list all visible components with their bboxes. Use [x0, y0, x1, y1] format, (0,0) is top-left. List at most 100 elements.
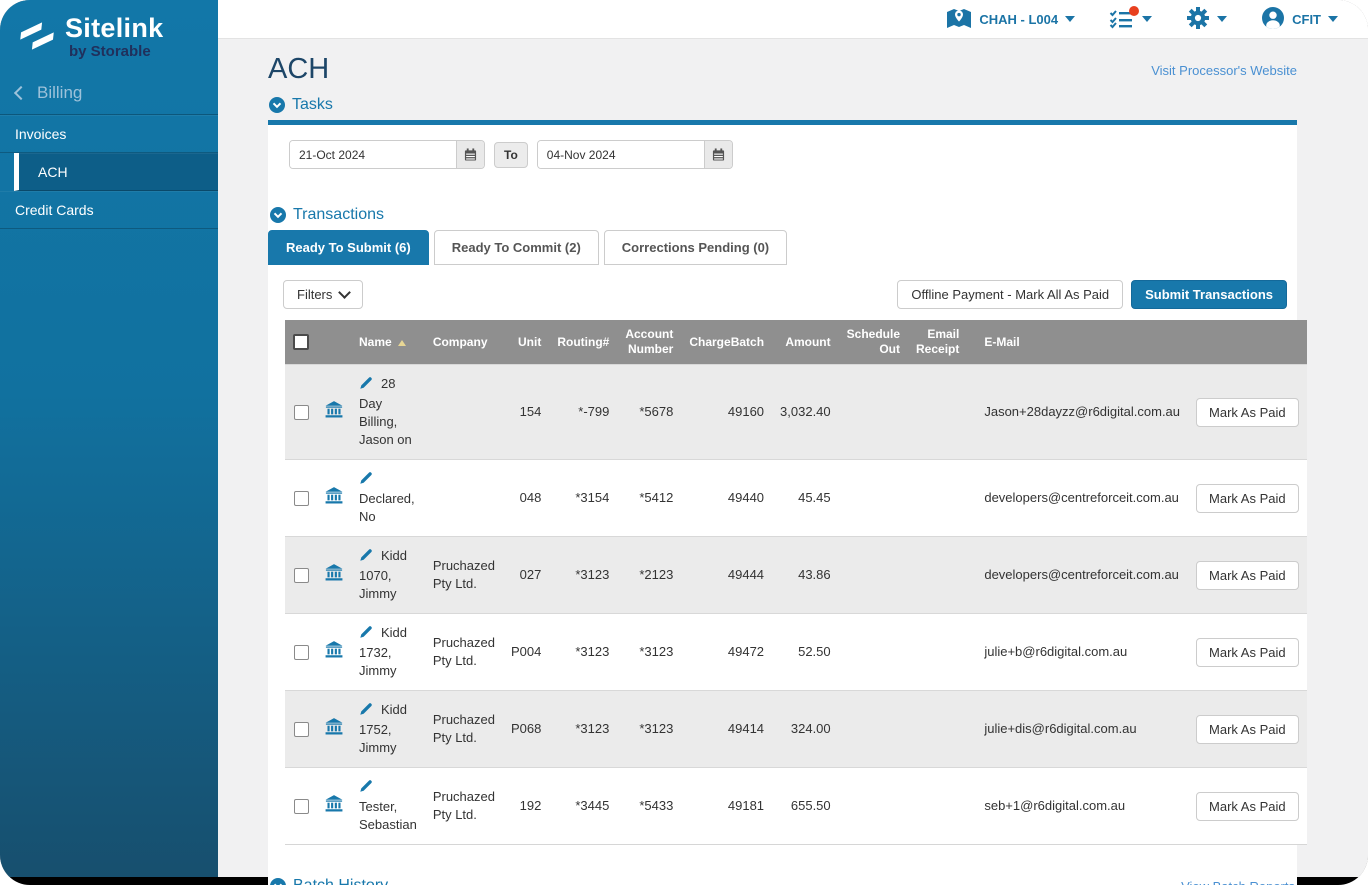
row-checkbox[interactable] [293, 645, 309, 661]
sidebar-item-label: ACH [38, 163, 68, 180]
routing-column-header[interactable]: Routing# [549, 320, 618, 365]
action-cell: Mark As Paid [1188, 365, 1307, 460]
row-checkbox[interactable] [293, 491, 309, 507]
select-all-checkbox[interactable] [293, 334, 309, 350]
user-menu[interactable]: CFIT [1261, 6, 1338, 33]
name-column-header[interactable]: Name [351, 320, 425, 365]
mark-as-paid-button[interactable]: Mark As Paid [1196, 560, 1299, 590]
action-cell: Mark As Paid [1188, 614, 1307, 691]
schedule-out-cell [839, 614, 908, 691]
map-location-icon [946, 7, 972, 32]
email-receipt-cell [908, 460, 967, 537]
submit-transactions-button[interactable]: Submit Transactions [1131, 280, 1287, 309]
filters-button[interactable]: Filters [283, 280, 364, 309]
row-checkbox[interactable] [293, 568, 309, 584]
mark-as-paid-button[interactable]: Mark As Paid [1196, 714, 1299, 744]
sidebar-item-credit-cards[interactable]: Credit Cards [0, 191, 218, 229]
table-header-row: Name Company Unit Routing# Account Numbe… [285, 320, 1307, 365]
section-title: Transactions [293, 206, 384, 223]
email-column-header[interactable]: E-Mail [967, 320, 1189, 365]
action-cell: Mark As Paid [1188, 768, 1307, 845]
tasks-date-to-input[interactable] [537, 141, 704, 168]
row-select-cell [285, 691, 317, 768]
row-checkbox[interactable] [293, 405, 309, 421]
edit-icon[interactable] [359, 471, 373, 490]
bank-cell [317, 768, 351, 845]
unit-column-header[interactable]: Unit [502, 320, 550, 365]
row-checkbox[interactable] [293, 722, 309, 738]
edit-icon[interactable] [359, 625, 373, 644]
calendar-icon[interactable] [703, 141, 732, 168]
transactions-section-header[interactable]: Transactions [270, 206, 1297, 224]
bank-cell [317, 614, 351, 691]
view-batch-reports-link[interactable]: View Batch Reports [1181, 879, 1295, 885]
amount-cell: 324.00 [790, 721, 831, 736]
location-selector[interactable]: CHAH - L004 [946, 7, 1076, 32]
select-all-header [285, 320, 317, 365]
bank-cell [317, 537, 351, 614]
sidebar-item-invoices[interactable]: Invoices [0, 115, 218, 153]
email-receipt-cell [908, 614, 967, 691]
batch-history-section-header[interactable]: Batch History [270, 877, 388, 885]
sidebar-back-billing[interactable]: Billing [0, 72, 218, 114]
company-cell: Pruchazed Pty Ltd. [432, 558, 495, 591]
bank-icon[interactable] [325, 487, 343, 509]
chevron-down-icon [1142, 16, 1153, 22]
name-cell: Tester, Sebastian [351, 768, 425, 845]
mark-as-paid-button[interactable]: Mark As Paid [1196, 397, 1299, 427]
visit-processor-link[interactable]: Visit Processor's Website [1151, 63, 1297, 78]
schedule-out-cell [839, 691, 908, 768]
row-select-cell [285, 614, 317, 691]
routing-cell: *3123 [575, 567, 610, 582]
email-cell: seb+1@r6digital.com.au [984, 798, 1126, 813]
email-receipt-cell [908, 691, 967, 768]
checklist-icon [1109, 6, 1140, 29]
table-row: Kidd 1070, Jimmy Pruchazed Pty Ltd. 027 *31… [285, 536, 1307, 614]
edit-icon[interactable] [359, 376, 373, 395]
email-receipt-cell [908, 768, 967, 845]
email-receipt-column-header[interactable]: Email Receipt [908, 320, 968, 365]
tab-corrections-pending[interactable]: Corrections Pending (0) [603, 230, 788, 265]
tab-ready-to-commit[interactable]: Ready To Commit (2) [433, 230, 599, 265]
schedule-out-column-header[interactable]: Schedule Out [838, 320, 908, 365]
chevron-left-icon [13, 85, 29, 101]
mark-as-paid-button[interactable]: Mark As Paid [1196, 791, 1299, 821]
mark-as-paid-button[interactable]: Mark As Paid [1196, 483, 1299, 513]
mark-as-paid-button[interactable]: Mark As Paid [1196, 637, 1299, 667]
tab-ready-to-submit[interactable]: Ready To Submit (6) [268, 230, 429, 265]
routing-cell: *-799 [578, 404, 610, 419]
chevron-down-icon [1065, 16, 1076, 22]
sidebar-item-ach[interactable]: ACH [14, 153, 218, 191]
chevron-down-icon [338, 286, 352, 299]
account-number-column-header[interactable]: Account Number [617, 320, 682, 365]
table-row: Kidd 1732, Jimmy Pruchazed Pty Ltd. P004 *3… [285, 613, 1307, 691]
tasks-section-header[interactable]: Tasks [269, 96, 1297, 114]
bank-icon[interactable] [325, 401, 343, 423]
calendar-icon[interactable] [456, 141, 484, 168]
company-cell [425, 460, 503, 537]
tasks-date-from-input[interactable] [290, 141, 456, 168]
sidebar-item-label: Credit Cards [15, 201, 94, 218]
user-label: CFIT [1292, 11, 1321, 27]
bank-icon[interactable] [325, 795, 343, 817]
tasks-menu[interactable] [1109, 6, 1153, 29]
account-number-cell: *5678 [639, 404, 674, 419]
offline-payment-button[interactable]: Offline Payment - Mark All As Paid [897, 280, 1124, 309]
section-title: Tasks [292, 96, 333, 113]
settings-menu[interactable] [1186, 6, 1228, 33]
amount-column-header[interactable]: Amount [772, 320, 839, 365]
edit-icon[interactable] [359, 779, 373, 798]
bank-column-header [317, 320, 351, 365]
company-cell: Pruchazed Pty Ltd. [432, 635, 495, 668]
company-column-header[interactable]: Company [424, 320, 503, 365]
bank-icon[interactable] [325, 564, 343, 586]
tenant-name: Kidd 1752, Jimmy [359, 702, 408, 755]
edit-icon[interactable] [359, 548, 373, 567]
collapse-circle-icon [269, 97, 285, 113]
chargebatch-column-header[interactable]: ChargeBatch [681, 320, 773, 365]
row-checkbox[interactable] [293, 799, 309, 815]
bank-icon[interactable] [325, 641, 343, 663]
edit-icon[interactable] [359, 702, 373, 721]
top-header-bar: CHAH - L004 [218, 0, 1368, 39]
bank-icon[interactable] [325, 718, 343, 740]
